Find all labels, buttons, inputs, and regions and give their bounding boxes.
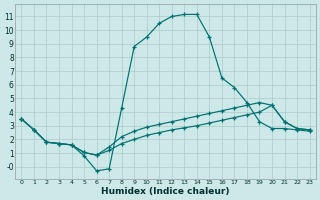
X-axis label: Humidex (Indice chaleur): Humidex (Indice chaleur) [101,187,230,196]
